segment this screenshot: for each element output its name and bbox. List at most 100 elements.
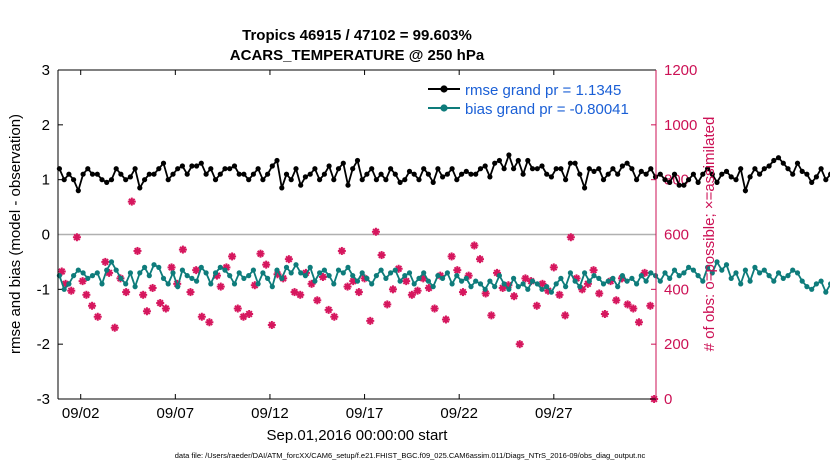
- series-point: [231, 281, 238, 287]
- series-point: [790, 171, 796, 177]
- series-point: [283, 264, 290, 270]
- series-point: [383, 275, 389, 281]
- series-point: [714, 179, 720, 185]
- series-point: [269, 163, 275, 169]
- obs-marker: [589, 266, 598, 275]
- bias-series: [56, 259, 830, 295]
- y-right-tick-label: 600: [664, 227, 689, 244]
- series-point: [804, 171, 810, 177]
- series-point: [473, 278, 479, 284]
- series-point: [563, 284, 569, 290]
- series-point: [175, 284, 181, 290]
- series-point: [723, 262, 730, 268]
- series-point: [572, 278, 578, 284]
- obs-marker: [377, 251, 386, 260]
- series-point: [818, 278, 824, 284]
- legend-rmse-marker: [440, 85, 448, 93]
- y-tick-label: 1: [42, 172, 50, 189]
- series-point: [823, 289, 829, 295]
- y-tick-label: -2: [37, 336, 50, 353]
- obs-marker: [402, 277, 411, 286]
- series-point: [425, 171, 431, 177]
- series-point: [94, 171, 100, 177]
- legend-bias-marker: [440, 104, 448, 112]
- series-point: [619, 163, 626, 169]
- obs-marker: [78, 277, 87, 286]
- series-point: [728, 275, 734, 281]
- series-point: [340, 160, 346, 166]
- legend-bias-label: bias grand pr = -0.80041: [465, 101, 629, 118]
- obs-marker: [343, 282, 352, 291]
- series-point: [733, 270, 739, 276]
- series-point: [643, 171, 649, 177]
- series-point: [241, 275, 247, 281]
- series-point: [354, 278, 361, 284]
- series-point: [449, 166, 455, 172]
- obs-marker: [267, 320, 276, 329]
- series-point: [421, 166, 427, 172]
- obs-marker: [366, 316, 375, 325]
- series-point: [496, 273, 502, 279]
- series-point: [809, 286, 815, 292]
- series-point: [510, 275, 517, 281]
- series-point: [686, 264, 692, 270]
- series-point: [662, 177, 668, 183]
- series-point: [212, 270, 219, 276]
- series-point: [146, 273, 152, 279]
- obs-marker: [561, 311, 570, 320]
- series-point: [544, 284, 550, 290]
- series-point: [227, 166, 233, 172]
- obs-marker: [532, 301, 541, 310]
- obs-marker: [156, 299, 165, 308]
- series-point: [89, 273, 96, 279]
- series-point: [582, 185, 588, 191]
- series-point: [411, 171, 417, 177]
- series-point: [605, 278, 611, 284]
- series-point: [198, 160, 204, 166]
- series-point: [553, 281, 559, 287]
- series-point: [170, 171, 176, 177]
- series-point: [165, 177, 171, 183]
- series-point: [648, 270, 654, 276]
- series-point: [719, 171, 725, 177]
- series-point: [402, 177, 408, 183]
- series-point: [430, 284, 436, 290]
- series-point: [298, 182, 304, 188]
- series-point: [279, 275, 285, 281]
- series-point: [515, 157, 521, 164]
- series-point: [539, 286, 545, 292]
- series-point: [709, 171, 715, 177]
- series-point: [738, 166, 744, 172]
- series-point: [373, 177, 379, 183]
- series-point: [364, 171, 370, 177]
- series-point: [634, 177, 640, 183]
- data-file-footer: data file: /Users/raeder/DAI/ATM_forcXX/…: [175, 451, 646, 460]
- x-tick-label: 09/07: [157, 405, 195, 422]
- series-point: [326, 273, 332, 279]
- series-point: [643, 278, 649, 284]
- series-point: [208, 166, 214, 172]
- series-point: [354, 157, 361, 164]
- series-point: [265, 275, 271, 281]
- series-point: [302, 174, 308, 180]
- series-point: [468, 284, 474, 290]
- series-point: [761, 267, 767, 273]
- series-point: [194, 278, 200, 284]
- obs-marker: [407, 290, 416, 299]
- obs-marker: [72, 233, 81, 242]
- obs-marker: [388, 285, 397, 294]
- series-point: [236, 171, 242, 177]
- series-point: [350, 273, 356, 279]
- series-point: [246, 177, 252, 183]
- series-point: [662, 270, 668, 276]
- series-point: [501, 166, 507, 172]
- series-point: [80, 171, 86, 177]
- series-point: [700, 278, 706, 284]
- obs-marker: [510, 292, 519, 301]
- series-point: [463, 168, 469, 174]
- series-point: [421, 270, 427, 276]
- obs-marker: [110, 323, 119, 332]
- series-point: [444, 171, 450, 177]
- series-point: [118, 275, 124, 281]
- series-point: [705, 264, 711, 270]
